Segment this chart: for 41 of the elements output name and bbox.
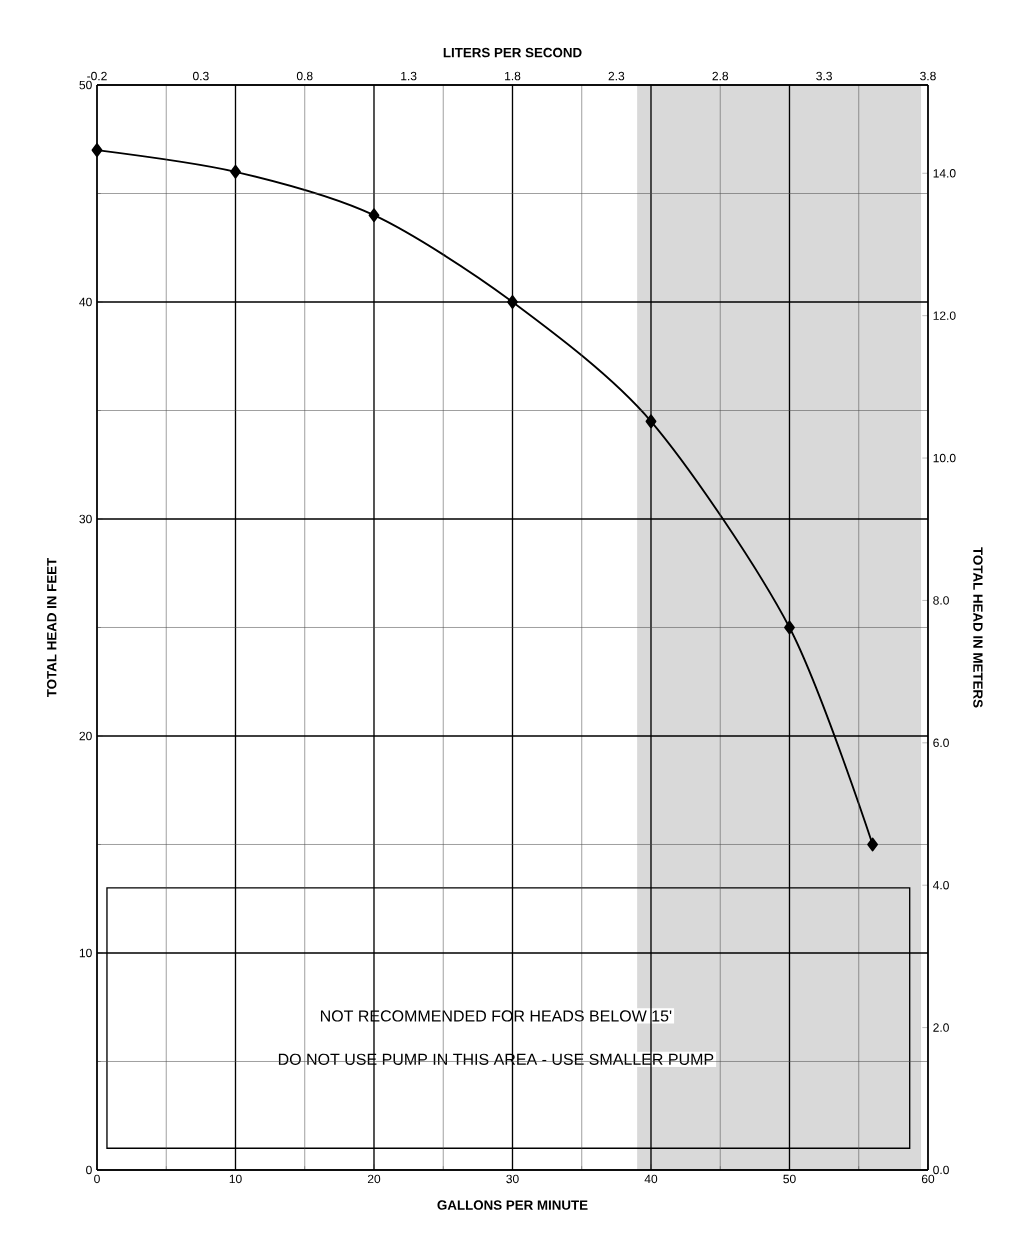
x-tick-label: 50 [783, 1174, 796, 1184]
y-axis-title: TOTAL HEAD IN FEET [47, 557, 57, 698]
x2-tick-label: 0.3 [192, 71, 209, 81]
x2-axis-title: LITERS PER SECOND [443, 47, 582, 58]
x2-tick-label: 1.8 [505, 71, 521, 81]
y2-tick-label: 4.0 [932, 880, 949, 890]
point [507, 295, 518, 309]
x2-tick-label: 2.8 [712, 71, 729, 81]
x-axis-title: GALLONS PER MINUTE [437, 1200, 588, 1210]
x-tick-label: 60 [921, 1174, 935, 1184]
y2-tick-label: 10.0 [933, 453, 956, 463]
y2-tick-label: 12.0 [933, 311, 956, 320]
x-tick-label: 20 [367, 1174, 381, 1184]
y-tick-label: 10 [79, 948, 92, 958]
y-tick-label: 30 [79, 514, 92, 524]
x-tick-label: 30 [506, 1174, 519, 1184]
y-tick-label: 20 [79, 731, 92, 741]
x2-tick-label: -0.2 [87, 71, 107, 81]
x2-tick-label: 1.3 [401, 71, 417, 81]
x2-tick-label: 2.3 [608, 71, 625, 81]
x2-tick-label: 3.3 [816, 71, 832, 81]
x-tick-label: 0 [94, 1174, 100, 1184]
x-tick-label: 10 [229, 1174, 242, 1184]
y-tick-label: 40 [79, 297, 92, 307]
y-tick-label: 50 [79, 80, 92, 90]
y2-tick-label: 6.0 [933, 738, 949, 748]
x-tick-label: 40 [644, 1174, 658, 1184]
y-tick-label: 0 [86, 1165, 92, 1175]
y2-tick-label: 14.0 [933, 169, 956, 178]
point [784, 620, 795, 635]
x2-tick-label: 0.8 [296, 71, 313, 81]
y2-tick-label: 2.0 [933, 1023, 949, 1032]
point [91, 143, 103, 158]
point [645, 414, 657, 429]
point [867, 837, 879, 852]
y2-tick-label: 8.0 [933, 596, 949, 605]
point [368, 208, 380, 223]
y2-axis-title: TOTAL HEAD IN METERS [973, 547, 983, 708]
point [230, 164, 241, 179]
x2-tick-label: 3.8 [920, 71, 936, 81]
y2-tick-label: 0.0 [933, 1165, 949, 1175]
